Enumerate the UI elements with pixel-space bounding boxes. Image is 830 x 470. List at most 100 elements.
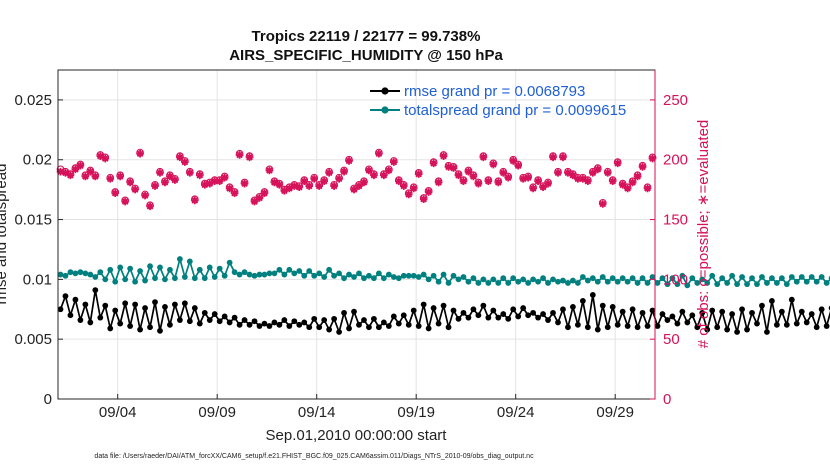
totalspread-point (400, 272, 407, 279)
rmse-point (356, 321, 362, 328)
obs-evaluated-point (509, 157, 518, 165)
totalspread-point (769, 275, 775, 282)
rmse-point (470, 306, 477, 313)
rmse-point (420, 301, 427, 308)
totalspread-point (306, 268, 313, 274)
obs-evaluated-point (439, 152, 448, 160)
y-left-tick-label: 0.025 (14, 92, 52, 109)
obs-evaluated-point (539, 183, 547, 192)
totalspread-point (694, 280, 701, 286)
totalspread-point (754, 281, 760, 288)
obs-evaluated-point (360, 178, 368, 187)
x-axis-ticks: 09/04 09/09 09/14 09/19 09/24 09/29 (99, 394, 634, 421)
rmse-point (813, 324, 820, 331)
rmse-point (226, 319, 233, 326)
totalspread-point (783, 281, 790, 288)
obs-evaluated-point (628, 178, 637, 187)
rmse-point (92, 287, 99, 294)
totalspread-point (764, 280, 770, 286)
totalspread-point (157, 264, 163, 271)
totalspread-point (744, 281, 750, 288)
rmse-point (256, 323, 263, 329)
y-right-tick-label: 150 (663, 212, 688, 229)
obs-evaluated-point (56, 167, 65, 176)
totalspread-point (455, 276, 462, 283)
totalspread-point (137, 268, 143, 274)
totalspread-point (117, 264, 124, 271)
y-right-tick-label: 250 (663, 92, 688, 109)
rmse-point (709, 307, 716, 314)
obs-evaluated-point (61, 169, 70, 177)
obs-evaluated-point (230, 189, 239, 198)
obs-evaluated-point (643, 184, 652, 193)
obs-evaluated-point (394, 177, 403, 186)
obs-evaluated-point (295, 183, 304, 192)
totalspread-point (57, 271, 64, 278)
rmse-point (530, 309, 537, 316)
rmse-point (57, 306, 64, 313)
rmse-point (201, 309, 208, 316)
obs-evaluated-series (56, 149, 657, 211)
rmse-point (221, 313, 228, 320)
plot-area (58, 70, 655, 399)
rmse-point (555, 319, 561, 326)
rmse-point (480, 302, 487, 309)
rmse-point (744, 326, 750, 333)
totalspread-point (480, 276, 487, 283)
totalspread-markers (57, 256, 830, 289)
totalspread-point (201, 275, 208, 282)
obs-evaluated-point (449, 164, 458, 172)
obs-evaluated-point (380, 171, 388, 180)
rmse-point (132, 301, 139, 308)
totalspread-point (724, 280, 731, 286)
totalspread-point (371, 275, 377, 282)
totalspread-point (395, 275, 402, 282)
rmse-point (430, 305, 437, 311)
rmse-point (803, 319, 810, 326)
totalspread-point (545, 280, 551, 286)
rmse-point (550, 309, 556, 316)
totalspread-point (216, 265, 223, 272)
obs-evaluated-point (325, 169, 333, 177)
totalspread-point (152, 275, 158, 282)
totalspread-point (813, 278, 820, 285)
obs-evaluated-point (559, 153, 567, 162)
totalspread-point (604, 278, 611, 285)
obs-evaluated-point (370, 171, 378, 180)
rmse-point (560, 306, 566, 313)
rmse-point (769, 297, 775, 304)
totalspread-point (490, 276, 497, 283)
rmse-point (216, 318, 223, 325)
x-axis-label: Sep.01,2010 00:00:00 start (266, 427, 448, 444)
totalspread-point (72, 270, 79, 277)
totalspread-point (684, 282, 691, 289)
totalspread-point (823, 280, 830, 286)
rmse-point (684, 319, 691, 326)
rmse-point (694, 324, 701, 331)
chart-title-line-1: Tropics 22119 / 22177 = 99.738% (252, 28, 481, 45)
obs-evaluated-point (484, 177, 493, 186)
rmse-point (440, 302, 447, 309)
obs-evaluated-point (648, 154, 657, 163)
obs-evaluated-point (613, 159, 622, 168)
obs-evaluated-point (91, 172, 100, 181)
rmse-point (460, 309, 467, 316)
rmse-point (316, 324, 323, 331)
totalspread-point (87, 271, 94, 278)
totalspread-point (221, 272, 228, 279)
rmse-point (679, 308, 686, 315)
obs-evaluated-point (240, 179, 249, 188)
obs-evaluated-point (151, 182, 159, 190)
totalspread-point (520, 276, 527, 283)
obs-evaluated-point (454, 171, 463, 180)
totalspread-point (699, 276, 706, 283)
totalspread-point (321, 274, 328, 280)
obs-evaluated-point (529, 184, 537, 193)
obs-evaluated-point (96, 152, 105, 160)
rmse-point (719, 308, 726, 315)
rmse-point (167, 321, 173, 328)
obs-evaluated-point (618, 181, 627, 189)
totalspread-point (619, 275, 626, 282)
totalspread-point (505, 280, 512, 286)
